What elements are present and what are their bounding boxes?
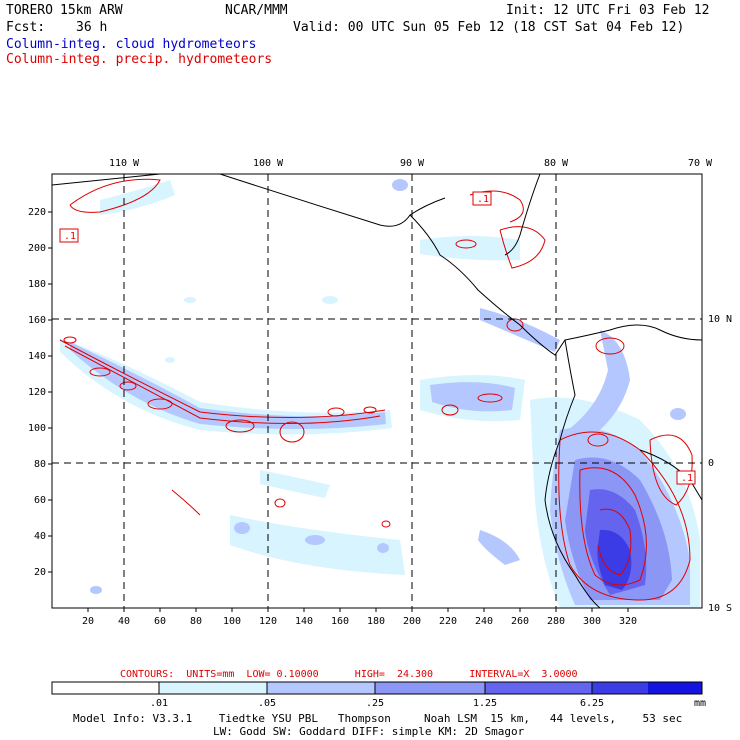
- contour-label: .1: [477, 194, 489, 205]
- y-tick-label: 100: [28, 423, 46, 434]
- colorbar-label: .25: [366, 698, 384, 709]
- model-name: TORERO: [6, 3, 53, 18]
- x-tick-label: 220: [439, 616, 457, 627]
- y-tick-label: 140: [28, 351, 46, 362]
- x-tick-label: 180: [367, 616, 385, 627]
- x-tick-label: 300: [583, 616, 601, 627]
- y-tick-label: 160: [28, 315, 46, 326]
- y-tick-label: 40: [34, 531, 46, 542]
- cloud-shading: [60, 179, 700, 608]
- center-name: NCAR/MMM: [225, 3, 288, 18]
- lon-label: 70 W: [688, 158, 713, 169]
- init-time: Init: 12 UTC Fri 03 Feb 12: [506, 3, 710, 18]
- colorbar-swatch: [159, 682, 267, 694]
- y-tick-label: 180: [28, 279, 46, 290]
- x-tick-labels: 20 40 60 80 100 120 140 160 180 200 220 …: [82, 616, 637, 627]
- colorbar-swatch: [648, 682, 702, 694]
- colorbar-label: .05: [258, 698, 276, 709]
- x-tick-label: 20: [82, 616, 94, 627]
- map-frame: [51, 173, 703, 609]
- forecast-hours: 36 h: [76, 20, 108, 35]
- x-tick-label: 140: [295, 616, 313, 627]
- colorbar-label: 6.25: [580, 698, 604, 709]
- y-tick-label: 20: [34, 567, 46, 578]
- tick-marks: [48, 211, 629, 612]
- x-tick-label: 60: [154, 616, 166, 627]
- x-tick-label: 200: [403, 616, 421, 627]
- lat-label: 10 N: [708, 314, 732, 325]
- lat-label: 10 S: [708, 603, 732, 614]
- valid-time: Valid: 00 UTC Sun 05 Feb 12 (18 CST Sat …: [293, 20, 685, 35]
- lat-label: 0: [708, 458, 714, 469]
- field-title-cloud: Column-integ. cloud hydrometeors: [6, 37, 257, 52]
- model-resolution: 15km ARW: [60, 3, 123, 18]
- map-field: .1 .1 .1: [52, 174, 702, 608]
- x-tick-label: 280: [547, 616, 565, 627]
- colorbar-swatch: [485, 682, 592, 694]
- model-info-line2: LW: Godd SW: Goddard DIFF: simple KM: 2D…: [213, 725, 525, 738]
- contours-info: CONTOURS: UNITS=mm LOW= 0.10000 HIGH= 24…: [120, 669, 578, 680]
- colorbar: .01 .05 .25 1.25 6.25 mm: [51, 681, 706, 709]
- x-tick-label: 100: [223, 616, 241, 627]
- colorbar-swatch: [52, 682, 159, 694]
- x-tick-label: 320: [619, 616, 637, 627]
- contour-label: .1: [64, 231, 76, 242]
- x-tick-label: 240: [475, 616, 493, 627]
- x-tick-label: 160: [331, 616, 349, 627]
- x-tick-label: 260: [511, 616, 529, 627]
- lon-label: 90 W: [400, 158, 425, 169]
- colorbar-label: 1.25: [473, 698, 497, 709]
- lat-labels: 10 N 0 10 S: [708, 314, 732, 614]
- x-tick-label: 80: [190, 616, 202, 627]
- lon-label: 100 W: [253, 158, 284, 169]
- x-tick-label: 40: [118, 616, 130, 627]
- contour-labels: .1 .1 .1: [59, 191, 696, 485]
- colorbar-swatch: [375, 682, 485, 694]
- y-tick-label: 120: [28, 387, 46, 398]
- y-tick-labels: 20 40 60 80 100 120 140 160 180 200 220: [28, 207, 46, 578]
- lon-labels: 110 W 100 W 90 W 80 W 70 W: [109, 158, 713, 169]
- y-tick-label: 60: [34, 495, 46, 506]
- y-tick-label: 200: [28, 243, 46, 254]
- x-tick-label: 120: [259, 616, 277, 627]
- y-tick-label: 80: [34, 459, 46, 470]
- field-title-precip: Column-integ. precip. hydrometeors: [6, 52, 273, 67]
- model-info-line1: Model Info: V3.3.1 Tiedtke YSU PBL Thomp…: [73, 712, 683, 725]
- lon-label: 110 W: [109, 158, 140, 169]
- coastlines: [52, 174, 702, 608]
- lon-label: 80 W: [544, 158, 569, 169]
- colorbar-swatch: [267, 682, 375, 694]
- colorbar-label: .01: [150, 698, 168, 709]
- forecast-label: Fcst:: [6, 20, 46, 35]
- colorbar-swatch: [592, 682, 648, 694]
- precip-contours: [59, 178, 693, 601]
- contour-label: .1: [681, 473, 693, 484]
- y-tick-label: 220: [28, 207, 46, 218]
- grid-lines: [52, 174, 702, 608]
- colorbar-units: mm: [694, 698, 706, 709]
